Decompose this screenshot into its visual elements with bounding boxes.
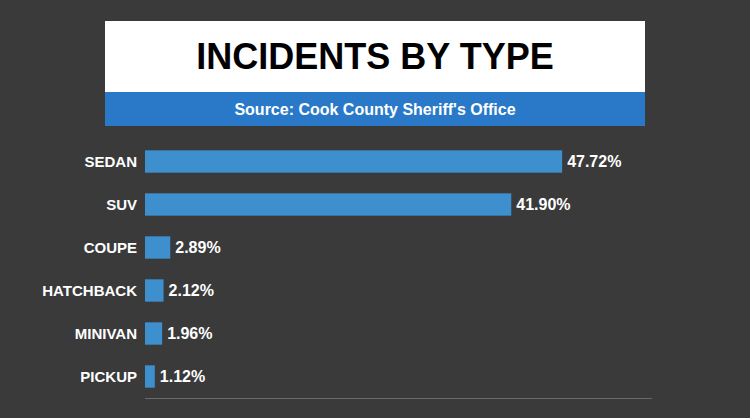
chart-svg: INCIDENTS BY TYPE Source: Cook County She… (0, 0, 750, 418)
data-label: 1.12% (160, 368, 205, 385)
bars (145, 150, 562, 387)
title-box (105, 21, 645, 92)
category-label: PICKUP (80, 368, 137, 385)
data-label: 47.72% (567, 153, 621, 170)
bar (145, 279, 164, 301)
bar (145, 150, 562, 172)
category-label: MINIVAN (75, 325, 137, 342)
bar (145, 365, 155, 387)
data-label: 2.89% (175, 239, 220, 256)
bar (145, 236, 170, 258)
background (0, 0, 750, 418)
chart-container: INCIDENTS BY TYPE Source: Cook County She… (0, 0, 750, 418)
category-label: COUPE (84, 239, 137, 256)
bar (145, 322, 162, 344)
data-label: 41.90% (516, 196, 570, 213)
data-label: 2.12% (169, 282, 214, 299)
title: INCIDENTS BY TYPE (196, 36, 553, 77)
x-axis-line (145, 398, 652, 399)
category-label: HATCHBACK (42, 282, 137, 299)
data-label: 1.96% (167, 325, 212, 342)
category-label: SEDAN (84, 153, 137, 170)
labels: SEDAN 47.72% SUV 41.90% COUPE 2.89% HATCHBACK 2… (42, 153, 621, 385)
subtitle: Source: Cook County Sheriff's Office (234, 101, 515, 118)
category-label: SUV (106, 196, 137, 213)
subtitle-box (105, 92, 645, 126)
bar (145, 193, 511, 215)
